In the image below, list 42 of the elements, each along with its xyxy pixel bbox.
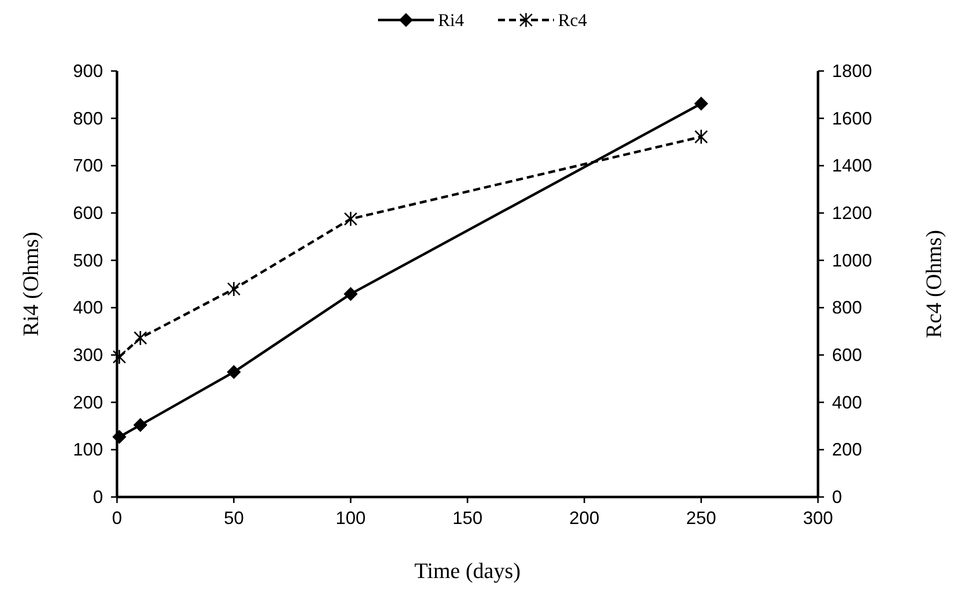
- legend-label: Ri4: [438, 10, 464, 30]
- y2-tick-label: 200: [832, 440, 862, 460]
- y-tick-label: 100: [72, 440, 103, 460]
- x-tick-label: 100: [336, 508, 366, 528]
- point: [133, 418, 148, 432]
- x-tick-label: 300: [802, 508, 834, 528]
- y-tick-label: 300: [72, 345, 103, 365]
- y-tick-label: 600: [72, 203, 103, 223]
- y-tick-label: 900: [72, 61, 103, 81]
- y-tick-label: 700: [72, 156, 103, 176]
- point: [112, 430, 126, 444]
- y-tick-label: 500: [72, 250, 103, 270]
- x-tick-label: 200: [569, 508, 600, 528]
- y2-tick-label: 1600: [832, 108, 872, 128]
- y-tick-label: 0: [92, 487, 103, 507]
- point: [694, 129, 708, 145]
- y2-tick-label: 1000: [832, 250, 872, 270]
- y-tick-label: 400: [72, 298, 103, 318]
- y-tick-label: 200: [72, 392, 103, 412]
- y2-tick-label: 400: [832, 392, 862, 412]
- y2-tick-label: 1800: [832, 61, 872, 81]
- point: [694, 96, 708, 111]
- y2-axis-title: Rc4 (Ohms): [921, 230, 946, 338]
- y-axis-title: Ri4 (Ohms): [18, 232, 43, 336]
- y2-tick-label: 1400: [832, 156, 872, 176]
- point: [226, 365, 241, 380]
- x-tick-label: 250: [686, 508, 716, 528]
- x-tick-label: 150: [452, 508, 483, 528]
- x-tick-label: 50: [224, 508, 244, 528]
- point: [134, 330, 148, 346]
- legend-label: Rc4: [558, 10, 587, 30]
- point: [344, 211, 358, 227]
- y2-tick-label: 800: [832, 298, 862, 318]
- x-tick-label: 0: [112, 508, 122, 528]
- point: [227, 281, 241, 297]
- point: [344, 286, 358, 301]
- y-tick-label: 800: [72, 108, 103, 128]
- y2-tick-label: 600: [832, 345, 862, 365]
- x-axis-title: Time (days): [414, 558, 521, 583]
- point: [112, 349, 126, 365]
- y2-tick-label: 1200: [832, 203, 872, 223]
- y2-tick-label: 0: [832, 487, 842, 507]
